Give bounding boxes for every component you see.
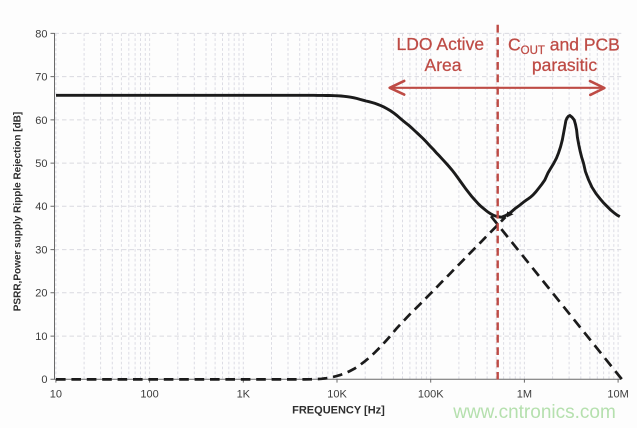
svg-text:0: 0 xyxy=(41,374,47,386)
svg-text:www.cntronics.com: www.cntronics.com xyxy=(452,402,616,423)
svg-text:LDO Active: LDO Active xyxy=(397,34,485,54)
svg-text:60: 60 xyxy=(35,115,47,127)
svg-text:Area: Area xyxy=(425,55,462,75)
svg-text:100: 100 xyxy=(140,389,158,401)
svg-text:10: 10 xyxy=(50,389,62,401)
svg-text:FREQUENCY [Hz]: FREQUENCY [Hz] xyxy=(292,405,385,417)
svg-text:40: 40 xyxy=(35,201,47,213)
svg-text:50: 50 xyxy=(35,158,47,170)
svg-text:1K: 1K xyxy=(237,389,251,401)
svg-text:PSRR,Power supply Ripple Rejec: PSRR,Power supply Ripple Rejection [dB] xyxy=(13,112,24,311)
svg-text:30: 30 xyxy=(35,245,47,257)
svg-text:1M: 1M xyxy=(517,389,532,401)
svg-text:20: 20 xyxy=(35,288,47,300)
svg-text:100K: 100K xyxy=(418,389,444,401)
svg-text:parasitic: parasitic xyxy=(532,55,597,75)
svg-text:10M: 10M xyxy=(607,389,628,401)
svg-text:70: 70 xyxy=(35,72,47,84)
svg-text:10: 10 xyxy=(35,331,47,343)
svg-text:10K: 10K xyxy=(327,389,347,401)
svg-text:80: 80 xyxy=(35,28,47,40)
